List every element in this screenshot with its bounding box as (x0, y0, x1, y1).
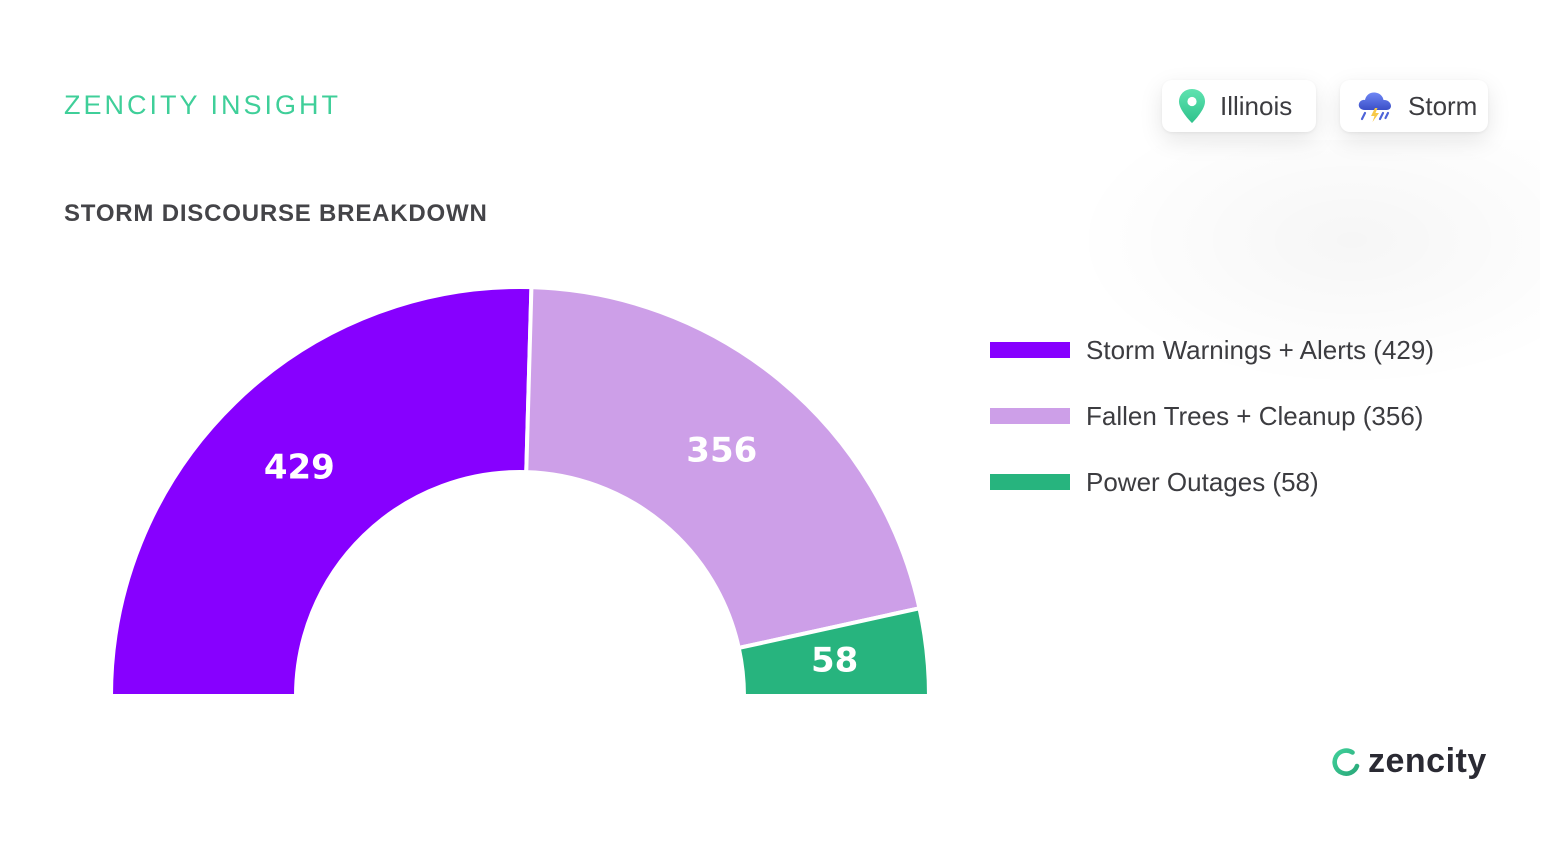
topic-chip[interactable]: Storm (1340, 80, 1488, 132)
slice-label-1: 356 (686, 431, 757, 471)
legend-item-1: Fallen Trees + Cleanup (356) (990, 396, 1434, 436)
legend-swatch-1 (990, 408, 1070, 424)
zencity-logo-icon (1332, 747, 1360, 776)
chart-legend: Storm Warnings + Alerts (429) Fallen Tree… (990, 330, 1434, 528)
legend-item-0: Storm Warnings + Alerts (429) (990, 330, 1434, 370)
topic-label: Storm (1408, 90, 1478, 121)
logo-text: zencity (1368, 742, 1487, 780)
chart-title: STORM DISCOURSE BREAKDOWN (64, 200, 488, 227)
legend-label-0: Storm Warnings + Alerts (429) (1086, 334, 1434, 365)
legend-swatch-0 (990, 342, 1070, 358)
legend-item-2: Power Outages (58) (990, 462, 1434, 502)
legend-label-1: Fallen Trees + Cleanup (356) (1086, 400, 1424, 431)
storm-cloud-icon (1356, 88, 1394, 124)
brand-label: ZENCITY INSIGHT (64, 90, 342, 120)
slice-2 (736, 605, 932, 698)
zencity-logo: zencity (1330, 742, 1487, 781)
half-donut-chart: 429 356 58 (108, 285, 932, 698)
map-pin-icon (1178, 88, 1206, 124)
slice-1 (524, 285, 922, 651)
slice-label-0: 429 (264, 448, 335, 488)
slice-0 (108, 285, 534, 698)
decorative-shadow (1070, 140, 1540, 390)
legend-label-2: Power Outages (58) (1086, 466, 1319, 497)
location-chip[interactable]: Illinois (1162, 80, 1316, 132)
legend-swatch-2 (990, 474, 1070, 490)
slice-label-2: 58 (811, 640, 858, 680)
location-label: Illinois (1220, 90, 1293, 121)
